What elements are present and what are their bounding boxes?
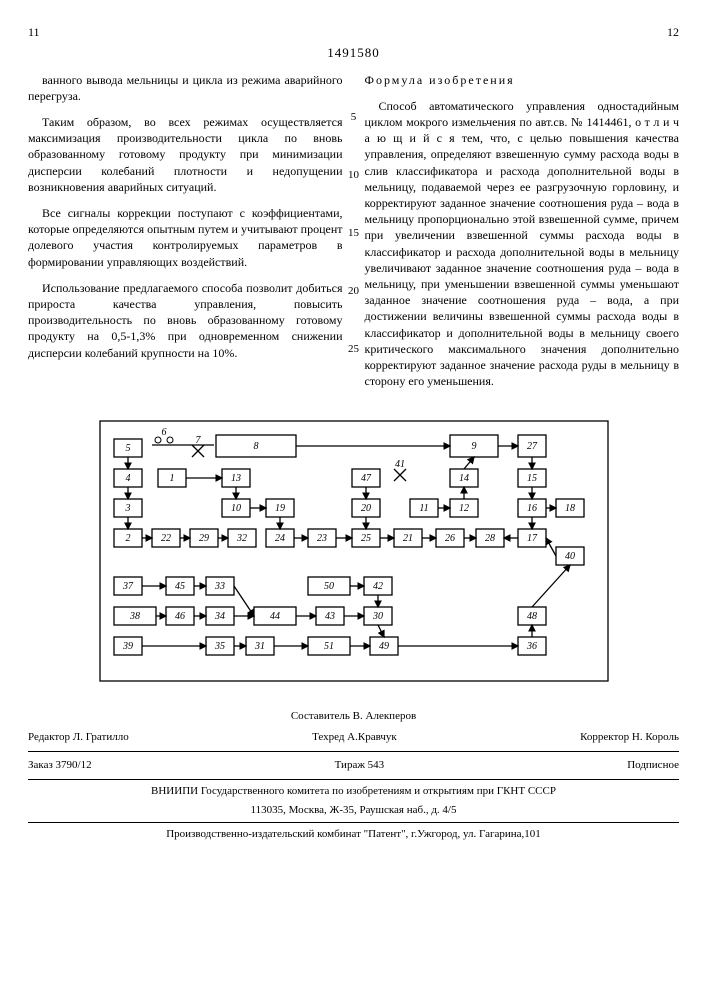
- svg-text:19: 19: [275, 503, 285, 514]
- svg-text:10: 10: [231, 503, 241, 514]
- compiler: Составитель В. Алекперов: [28, 709, 679, 724]
- svg-text:12: 12: [459, 503, 469, 514]
- svg-text:8: 8: [253, 441, 258, 452]
- svg-text:21: 21: [403, 533, 413, 544]
- org1: ВНИИПИ Государственного комитета по изоб…: [28, 784, 679, 799]
- left-p4: Использование предлагаемого способа позв…: [28, 280, 343, 361]
- svg-text:6: 6: [161, 427, 166, 438]
- line-number: 15: [348, 226, 359, 241]
- svg-text:46: 46: [175, 611, 185, 622]
- editor: Редактор Л. Гратилло: [28, 730, 129, 745]
- svg-text:41: 41: [395, 459, 405, 470]
- order-row: Заказ 3790/12 Тираж 543 Подписное: [28, 756, 679, 775]
- left-p2: Таким образом, во всех режимах осуществл…: [28, 114, 343, 195]
- divider-2: [28, 779, 679, 780]
- footer: Составитель В. Алекперов Редактор Л. Гра…: [28, 709, 679, 841]
- svg-text:28: 28: [485, 533, 495, 544]
- patent-number: 1491580: [28, 44, 679, 62]
- svg-text:5: 5: [125, 443, 130, 454]
- svg-text:38: 38: [129, 611, 140, 622]
- prod: Производственно-издательский комбинат "П…: [28, 827, 679, 842]
- right-p1: Способ автоматического управления одност…: [365, 98, 680, 389]
- corrector: Корректор Н. Король: [580, 730, 679, 745]
- page-num-left: 11: [28, 24, 40, 40]
- line-number: 25: [348, 342, 359, 357]
- svg-text:4: 4: [125, 473, 130, 484]
- right-column: Формула изобретения Способ автоматическо…: [365, 72, 680, 400]
- block-diagram: 5432223738391294546781310323334351924443…: [94, 415, 614, 695]
- svg-text:30: 30: [372, 611, 383, 622]
- text-columns-wrap: ванного вывода мельницы и цикла из режим…: [28, 72, 679, 400]
- svg-text:43: 43: [325, 611, 335, 622]
- line-number: 10: [348, 168, 359, 183]
- svg-text:47: 47: [361, 473, 372, 484]
- svg-text:14: 14: [459, 473, 469, 484]
- svg-text:44: 44: [270, 611, 280, 622]
- svg-text:45: 45: [175, 581, 185, 592]
- left-p1: ванного вывода мельницы и цикла из режим…: [28, 72, 343, 104]
- svg-text:23: 23: [317, 533, 327, 544]
- org2: 113035, Москва, Ж-35, Раушская наб., д. …: [28, 803, 679, 818]
- divider-3: [28, 822, 679, 823]
- page-header: 11 12: [28, 24, 679, 40]
- svg-text:22: 22: [161, 533, 171, 544]
- svg-text:35: 35: [214, 641, 225, 652]
- svg-text:25: 25: [361, 533, 371, 544]
- svg-text:20: 20: [361, 503, 371, 514]
- svg-text:2: 2: [125, 533, 130, 544]
- svg-text:27: 27: [527, 441, 538, 452]
- formula-title: Формула изобретения: [365, 73, 515, 87]
- tirage: Тираж 543: [335, 758, 385, 773]
- left-column: ванного вывода мельницы и цикла из режим…: [28, 72, 343, 400]
- page-num-right: 12: [667, 24, 679, 40]
- left-p3: Все сигналы коррекции поступают с коэффи…: [28, 205, 343, 270]
- svg-text:29: 29: [199, 533, 209, 544]
- divider-1: [28, 751, 679, 752]
- svg-text:31: 31: [254, 641, 265, 652]
- techred: Техред А.Кравчук: [312, 730, 397, 745]
- svg-text:39: 39: [122, 641, 133, 652]
- svg-text:40: 40: [565, 551, 575, 562]
- sign: Подписное: [627, 758, 679, 773]
- svg-text:33: 33: [214, 581, 225, 592]
- svg-text:17: 17: [527, 533, 538, 544]
- svg-text:51: 51: [324, 641, 334, 652]
- svg-text:49: 49: [379, 641, 389, 652]
- svg-text:15: 15: [527, 473, 537, 484]
- svg-text:26: 26: [445, 533, 455, 544]
- svg-text:32: 32: [236, 533, 247, 544]
- svg-text:48: 48: [527, 611, 537, 622]
- svg-text:3: 3: [124, 503, 130, 514]
- svg-text:1: 1: [169, 473, 174, 484]
- svg-text:11: 11: [419, 503, 428, 514]
- line-number: 20: [348, 284, 359, 299]
- svg-text:9: 9: [471, 441, 476, 452]
- svg-text:18: 18: [565, 503, 575, 514]
- credits-row: Редактор Л. Гратилло Техред А.Кравчук Ко…: [28, 728, 679, 747]
- svg-text:36: 36: [526, 641, 537, 652]
- svg-text:16: 16: [527, 503, 537, 514]
- line-number: 5: [351, 110, 357, 125]
- svg-text:34: 34: [214, 611, 225, 622]
- svg-text:50: 50: [324, 581, 334, 592]
- order: Заказ 3790/12: [28, 758, 92, 773]
- svg-text:37: 37: [122, 581, 134, 592]
- svg-text:42: 42: [373, 581, 383, 592]
- svg-text:24: 24: [275, 533, 285, 544]
- svg-text:13: 13: [231, 473, 241, 484]
